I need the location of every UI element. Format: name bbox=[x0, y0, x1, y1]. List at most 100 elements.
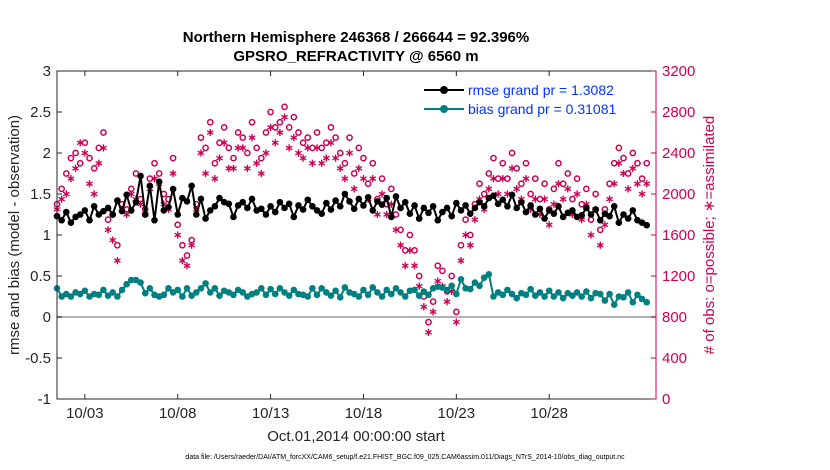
bias-point bbox=[290, 286, 298, 294]
x-tick-label: 10/13 bbox=[252, 405, 290, 422]
assimilated-obs-marker bbox=[239, 144, 247, 152]
assimilated-obs-marker bbox=[113, 257, 121, 265]
chart-title-line2: GPSRO_REFRACTIVITY @ 6560 m bbox=[233, 48, 478, 65]
asterisk-stroke bbox=[392, 227, 400, 233]
asterisk-stroke bbox=[587, 232, 595, 238]
asterisk-stroke bbox=[541, 196, 549, 202]
series-layer bbox=[53, 172, 651, 309]
bias-point bbox=[183, 285, 191, 292]
bias-point bbox=[95, 291, 103, 299]
bias-point bbox=[193, 289, 200, 296]
possible-obs-marker bbox=[592, 190, 599, 198]
bias-point bbox=[174, 286, 182, 294]
rmse-point bbox=[490, 192, 497, 199]
asterisk-stroke bbox=[522, 176, 530, 182]
y-right-tick-label: 2800 bbox=[662, 104, 695, 121]
rmse-point bbox=[62, 208, 70, 216]
possible-obs-marker bbox=[429, 298, 437, 305]
rmse-point bbox=[309, 203, 316, 210]
rmse-point bbox=[615, 219, 623, 226]
assimilated-obs-marker bbox=[397, 241, 405, 249]
possible-obs-marker bbox=[638, 175, 646, 182]
bias-point bbox=[179, 293, 186, 300]
possible-obs-marker bbox=[253, 144, 261, 152]
assimilated-obs-marker bbox=[601, 221, 609, 229]
possible-obs-marker bbox=[267, 108, 274, 116]
rmse-point bbox=[216, 194, 223, 202]
rmse-point bbox=[522, 208, 530, 216]
rmse-point bbox=[155, 178, 163, 185]
bias-point bbox=[360, 286, 367, 294]
asterisk-stroke bbox=[202, 171, 210, 176]
assimilated-obs-marker bbox=[411, 262, 419, 270]
bias-point bbox=[527, 285, 534, 293]
assimilated-obs-marker bbox=[188, 241, 196, 249]
bias-point bbox=[127, 276, 135, 284]
rmse-point bbox=[313, 207, 321, 214]
legend-bias-label: bias grand pr = 0.31081 bbox=[468, 101, 616, 117]
asterisk-stroke bbox=[211, 176, 219, 182]
assimilated-obs-marker bbox=[564, 185, 572, 193]
asterisk-stroke bbox=[86, 181, 93, 187]
possible-obs-marker bbox=[596, 226, 604, 234]
asterisk-stroke bbox=[578, 217, 586, 223]
rmse-point bbox=[262, 211, 270, 218]
asterisk-stroke bbox=[610, 181, 618, 187]
assimilated-obs-marker bbox=[206, 128, 214, 137]
asterisk-stroke bbox=[281, 114, 289, 120]
bias-point bbox=[471, 279, 479, 286]
assimilated-obs-marker bbox=[415, 282, 423, 290]
y-tick-label: -0.5 bbox=[25, 350, 51, 367]
assimilated-obs-marker bbox=[308, 159, 316, 167]
possible-obs-marker bbox=[313, 129, 321, 136]
possible-obs-marker bbox=[179, 241, 186, 249]
rmse-point bbox=[620, 211, 627, 218]
rmse-point bbox=[193, 211, 200, 218]
bias-point bbox=[188, 292, 195, 299]
assimilated-obs-marker bbox=[513, 185, 521, 193]
asterisk-stroke bbox=[76, 140, 84, 146]
assimilated-obs-marker bbox=[401, 262, 409, 270]
assimilated-obs-marker bbox=[211, 175, 219, 183]
bias-point bbox=[504, 286, 511, 294]
assimilated-obs-marker bbox=[174, 231, 182, 239]
rmse-point bbox=[295, 202, 302, 209]
assimilated-obs-marker bbox=[541, 195, 549, 203]
asterisk-stroke bbox=[346, 150, 354, 156]
rmse-point bbox=[81, 207, 89, 214]
asterisk-stroke bbox=[620, 171, 627, 176]
possible-obs-marker bbox=[634, 159, 641, 167]
asterisk-stroke bbox=[151, 176, 158, 182]
asterisk-stroke bbox=[629, 165, 637, 171]
asterisk-stroke bbox=[95, 160, 103, 166]
assimilated-obs-marker bbox=[596, 241, 604, 249]
assimilated-obs-marker bbox=[183, 262, 191, 270]
x-tick-label: 10/23 bbox=[438, 405, 476, 422]
asterisk-stroke bbox=[429, 309, 437, 315]
assimilated-obs-marker bbox=[81, 149, 89, 157]
assimilated-obs-marker bbox=[299, 154, 307, 162]
possible-obs-marker bbox=[295, 129, 302, 136]
rmse-point bbox=[114, 197, 121, 204]
possible-obs-marker bbox=[239, 134, 247, 141]
assimilated-obs-marker bbox=[304, 144, 312, 152]
bias-point bbox=[239, 289, 247, 296]
asterisk-stroke bbox=[197, 150, 205, 156]
asterisk-stroke bbox=[378, 191, 386, 197]
asterisk-stroke bbox=[220, 140, 228, 146]
asterisk-stroke bbox=[489, 176, 497, 182]
y-axis-label: rmse and bias (model - observation) bbox=[6, 115, 23, 355]
rmse-point bbox=[545, 207, 553, 214]
possible-obs-marker bbox=[244, 149, 251, 157]
bias-point bbox=[555, 289, 562, 296]
possible-obs-marker bbox=[309, 144, 316, 152]
assimilated-obs-marker bbox=[443, 298, 451, 306]
y-tick-label: 2 bbox=[43, 145, 51, 162]
bias-point bbox=[383, 286, 390, 294]
bias-point bbox=[123, 280, 130, 288]
bias-point bbox=[341, 284, 349, 291]
possible-obs-marker bbox=[448, 272, 456, 280]
possible-obs-marker bbox=[230, 154, 237, 162]
possible-obs-marker bbox=[290, 113, 298, 121]
rmse-point bbox=[425, 209, 432, 217]
